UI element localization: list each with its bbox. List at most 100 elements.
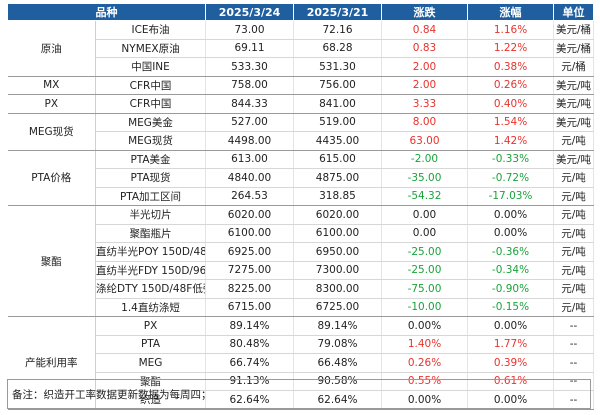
- item-name-cell: 半光切片: [95, 205, 206, 225]
- unit-cell: 元/桶: [553, 57, 594, 77]
- table-row: MX CFR中国 758.00 756.00 2.00 0.26% 美元/吨: [7, 76, 594, 95]
- change-pct-cell: 0.40%: [467, 94, 554, 114]
- value-date-1-cell: 844.33: [205, 94, 294, 114]
- value-date-2-cell: 4875.00: [293, 168, 382, 188]
- unit-cell: 美元/吨: [553, 150, 594, 169]
- unit-cell: 元/吨: [553, 168, 594, 188]
- table-row: PTA 80.48% 79.08% 1.40% 1.77% --: [8, 335, 594, 354]
- unit-cell: 元/吨: [553, 205, 594, 225]
- value-date-2-cell: 90.58%: [293, 372, 382, 391]
- change-cell: -25.00: [381, 242, 468, 262]
- unit-cell: --: [553, 353, 594, 373]
- value-date-1-cell: 758.00: [205, 76, 294, 95]
- header-date-2: 2025/3/21: [293, 3, 382, 21]
- change-pct-cell: -0.33%: [467, 150, 554, 169]
- item-name-cell: 涤纶DTY 150D/48F低弹: [95, 279, 206, 299]
- change-pct-cell: -17.03%: [467, 187, 554, 206]
- table-body: 原油 ICE布油 73.00 72.16 0.84 1.16% 美元/桶 NYMEX原油 69.…: [7, 20, 594, 410]
- value-date-2-cell: 66.48%: [293, 353, 382, 373]
- table-row: PTA加工区间 264.53 318.85 -54.32 -17.03% 元/吨: [8, 187, 594, 206]
- table-row: 中国INE 533.30 531.30 2.00 0.38% 元/桶: [8, 57, 594, 77]
- value-date-1-cell: 73.00: [205, 20, 294, 40]
- category-cell: 产能利用率: [7, 316, 96, 410]
- item-name-cell: NYMEX原油: [95, 39, 206, 58]
- item-name-cell: PTA加工区间: [95, 187, 206, 206]
- value-date-2-cell: 89.14%: [293, 316, 382, 336]
- value-date-1-cell: 6925.00: [205, 242, 294, 262]
- value-date-1-cell: 89.14%: [205, 316, 294, 336]
- item-name-cell: MEG现货: [95, 131, 206, 151]
- item-name-cell: MEG: [95, 353, 206, 373]
- category-cell: PTA价格: [7, 150, 96, 206]
- change-cell: -25.00: [381, 261, 468, 280]
- change-cell: 0.26%: [381, 353, 468, 373]
- unit-cell: 美元/吨: [553, 113, 594, 132]
- value-date-2-cell: 6100.00: [293, 224, 382, 243]
- change-cell: -54.32: [381, 187, 468, 206]
- change-pct-cell: -0.36%: [467, 242, 554, 262]
- item-name-cell: CFR中国: [95, 94, 206, 114]
- item-name-cell: 聚酯瓶片: [95, 224, 206, 243]
- value-date-2-cell: 519.00: [293, 113, 382, 132]
- unit-cell: --: [553, 372, 594, 391]
- value-date-1-cell: 91.13%: [205, 372, 294, 391]
- value-date-1-cell: 80.48%: [205, 335, 294, 354]
- value-date-2-cell: 615.00: [293, 150, 382, 169]
- item-name-cell: ICE布油: [95, 20, 206, 40]
- change-pct-cell: 1.77%: [467, 335, 554, 354]
- price-table-wrapper: 品种 2025/3/24 2025/3/21 涨跌 涨幅 单位 原油 ICE布油 7…: [7, 3, 594, 410]
- value-date-1-cell: 69.11: [205, 39, 294, 58]
- value-date-2-cell: 531.30: [293, 57, 382, 77]
- item-name-cell: PTA现货: [95, 168, 206, 188]
- change-pct-cell: 0.61%: [467, 372, 554, 391]
- table-row: 直纺半光FDY 150D/96F 7275.00 7300.00 -25.00 -0.3…: [8, 261, 594, 280]
- value-date-1-cell: 4498.00: [205, 131, 294, 151]
- table-row: PX CFR中国 844.33 841.00 3.33 0.40% 美元/吨: [7, 94, 594, 114]
- change-cell: 0.00: [381, 205, 468, 225]
- header-change-pct: 涨幅: [467, 3, 554, 21]
- value-date-1-cell: 62.64%: [205, 390, 294, 410]
- header-date-1: 2025/3/24: [205, 3, 294, 21]
- value-date-2-cell: 72.16: [293, 20, 382, 40]
- value-date-1-cell: 7275.00: [205, 261, 294, 280]
- unit-cell: 美元/桶: [553, 39, 594, 58]
- change-pct-cell: 0.00%: [467, 224, 554, 243]
- unit-cell: 元/吨: [553, 261, 594, 280]
- value-date-2-cell: 7300.00: [293, 261, 382, 280]
- table-row: NYMEX原油 69.11 68.28 0.83 1.22% 美元/桶: [8, 39, 594, 58]
- value-date-1-cell: 527.00: [205, 113, 294, 132]
- change-cell: 0.84: [381, 20, 468, 40]
- value-date-2-cell: 318.85: [293, 187, 382, 206]
- value-date-1-cell: 533.30: [205, 57, 294, 77]
- table-row: 原油 ICE布油 73.00 72.16 0.84 1.16% 美元/桶: [7, 20, 594, 77]
- item-name-cell: MEG美金: [95, 113, 206, 132]
- value-date-2-cell: 4435.00: [293, 131, 382, 151]
- change-pct-cell: 1.16%: [467, 20, 554, 40]
- item-name-cell: CFR中国: [95, 76, 206, 95]
- change-cell: 1.40%: [381, 335, 468, 354]
- change-pct-cell: 0.00%: [467, 316, 554, 336]
- change-cell: -75.00: [381, 279, 468, 299]
- item-name-cell: PTA美金: [95, 150, 206, 169]
- change-cell: 0.00%: [381, 316, 468, 336]
- table-row: PTA价格 PTA美金 613.00 615.00 -2.00 -0.33% 美元/吨: [7, 150, 594, 206]
- value-date-1-cell: 613.00: [205, 150, 294, 169]
- value-date-1-cell: 264.53: [205, 187, 294, 206]
- table-row: MEG现货 4498.00 4435.00 63.00 1.42% 元/吨: [8, 131, 594, 151]
- change-cell: 63.00: [381, 131, 468, 151]
- change-cell: 0.83: [381, 39, 468, 58]
- change-cell: -2.00: [381, 150, 468, 169]
- item-name-cell: 直纺半光FDY 150D/96F: [95, 261, 206, 280]
- value-date-2-cell: 79.08%: [293, 335, 382, 354]
- table-row: 1.4直纺涤短 6715.00 6725.00 -10.00 -0.15% 元/吨: [8, 298, 594, 317]
- change-pct-cell: -0.15%: [467, 298, 554, 317]
- value-date-1-cell: 6715.00: [205, 298, 294, 317]
- change-pct-cell: 0.39%: [467, 353, 554, 373]
- table-header-row: 品种 2025/3/24 2025/3/21 涨跌 涨幅 单位: [7, 3, 594, 21]
- value-date-2-cell: 8300.00: [293, 279, 382, 299]
- value-date-2-cell: 68.28: [293, 39, 382, 58]
- item-name-cell: 直纺半光POY 150D/48F: [95, 242, 206, 262]
- value-date-1-cell: 66.74%: [205, 353, 294, 373]
- change-pct-cell: 0.00%: [467, 205, 554, 225]
- change-pct-cell: 1.22%: [467, 39, 554, 58]
